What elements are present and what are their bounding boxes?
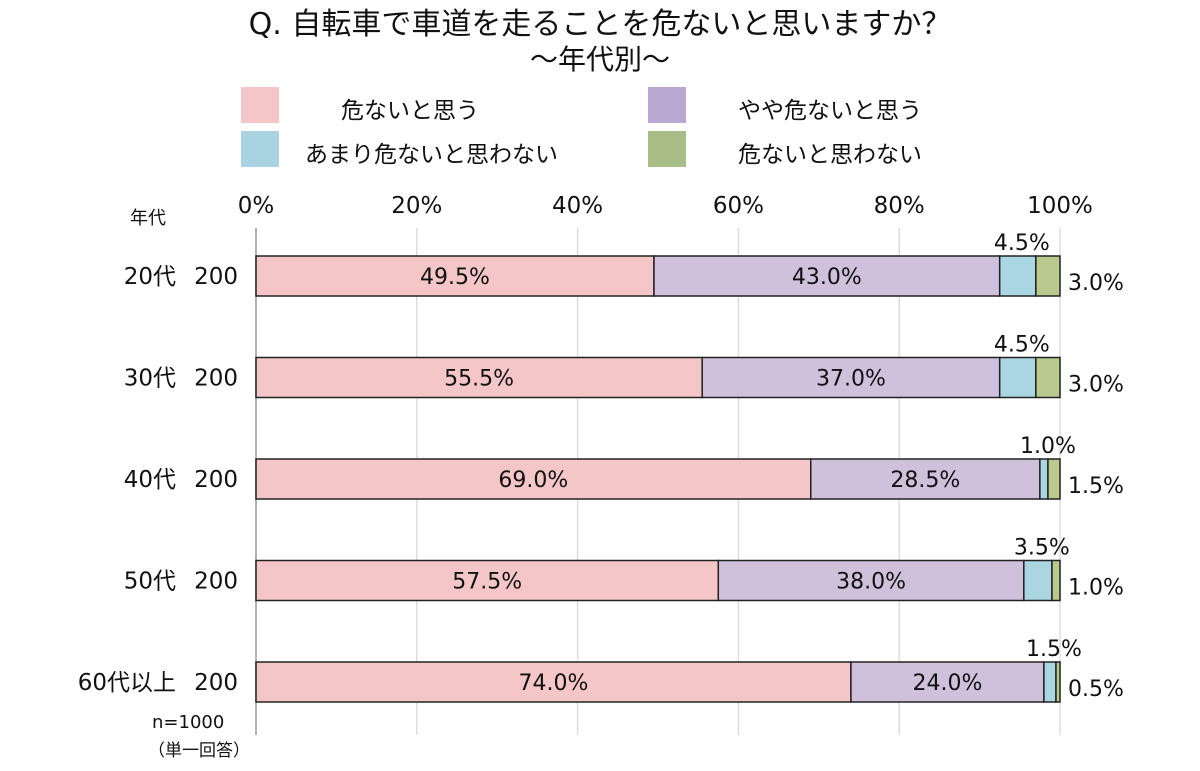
legend-label-3: 危ないと思わない	[738, 142, 922, 168]
sample-size-note: n=1000	[152, 712, 225, 733]
bar-segment-2-0	[255, 458, 812, 500]
bar-segment-4-2	[1043, 661, 1057, 703]
category-label-2: 40代	[124, 467, 176, 493]
data-label-4-2: 1.5%	[1026, 637, 1082, 662]
bar-segment-1-1	[701, 356, 1001, 399]
category-n-0: 200	[194, 264, 238, 290]
category-n-2: 200	[194, 467, 238, 493]
data-label-0-1: 43.0%	[792, 265, 862, 290]
x-tick-label-1: 20%	[391, 193, 442, 219]
legend-item-1: やや危ないと思う	[648, 87, 948, 124]
data-label-1-0: 55.5%	[444, 367, 514, 392]
data-label-0-2: 4.5%	[994, 231, 1050, 256]
legend-label-1: やや危ないと思う	[738, 98, 922, 124]
data-label-3-0: 57.5%	[452, 570, 522, 595]
data-label-3-1: 38.0%	[836, 570, 906, 595]
data-label-1-1: 37.0%	[816, 367, 886, 392]
bar-segment-3-1	[717, 559, 1025, 602]
bar-segment-4-0	[255, 661, 852, 703]
category-label-3: 50代	[124, 569, 176, 595]
chart-subtitle: ～年代別～	[529, 43, 670, 76]
category-label-1: 30代	[124, 366, 176, 392]
legend-swatch-2	[241, 131, 279, 167]
data-label-4-3: 0.5%	[1068, 677, 1124, 702]
bar-segment-0-0	[255, 255, 655, 297]
bar-segment-4-1	[850, 661, 1045, 703]
bar-segment-3-2	[1023, 559, 1053, 602]
x-tick-label-4: 80%	[874, 193, 925, 219]
bar-segment-0-3	[1035, 255, 1061, 297]
data-label-1-2: 4.5%	[994, 333, 1050, 358]
legend-label-0: 危ないと思う	[341, 98, 479, 124]
data-label-0-0: 49.5%	[420, 265, 490, 290]
bar-segment-0-1	[653, 255, 1001, 297]
bar-segment-2-3	[1047, 458, 1061, 500]
bar-segment-1-2	[998, 356, 1037, 399]
legend-item-3: 危ないと思わない	[648, 131, 948, 168]
x-tick-label-3: 60%	[713, 193, 764, 219]
legend-swatch-0	[241, 87, 279, 123]
bar-segment-1-3	[1035, 356, 1061, 399]
data-label-2-1: 28.5%	[890, 468, 960, 493]
data-label-3-2: 3.5%	[1014, 536, 1070, 561]
data-label-2-3: 1.5%	[1068, 474, 1124, 499]
bar-segment-3-0	[255, 559, 720, 602]
data-label-4-1: 24.0%	[912, 671, 982, 696]
bar-segment-2-2	[1039, 458, 1049, 500]
data-label-4-0: 74.0%	[519, 671, 589, 696]
category-label-4: 60代以上	[78, 670, 176, 696]
legend-label-2: あまり危ないと思わない	[305, 142, 558, 168]
x-tick-label-0: 0%	[238, 193, 275, 219]
bar-segment-3-3	[1051, 559, 1061, 602]
single-answer-note: （単一回答）	[148, 741, 250, 761]
category-n-4: 200	[194, 670, 238, 696]
row-header: 年代	[130, 208, 166, 229]
bar-segment-0-2	[998, 255, 1037, 297]
data-label-1-3: 3.0%	[1068, 373, 1124, 398]
legend-item-0: 危ないと思う	[241, 87, 541, 124]
x-tick-label-5: 100%	[1027, 193, 1093, 219]
legend-swatch-1	[648, 87, 686, 123]
category-label-0: 20代	[124, 264, 176, 290]
data-label-0-3: 3.0%	[1068, 271, 1124, 296]
bar-segment-2-1	[810, 458, 1041, 500]
bar-segment-1-0	[255, 356, 703, 399]
category-n-3: 200	[194, 569, 238, 595]
bar-segment-4-3	[1055, 661, 1061, 703]
data-label-3-3: 1.0%	[1068, 576, 1124, 601]
legend-item-2: あまり危ないと思わない	[241, 131, 581, 168]
category-n-1: 200	[194, 366, 238, 392]
legend-swatch-3	[648, 131, 686, 167]
data-label-2-0: 69.0%	[498, 468, 568, 493]
data-label-2-2: 1.0%	[1020, 434, 1076, 459]
chart-title: Q. 自転車で車道を走ることを危ないと思いますか？	[248, 7, 952, 42]
x-tick-label-2: 40%	[552, 193, 603, 219]
